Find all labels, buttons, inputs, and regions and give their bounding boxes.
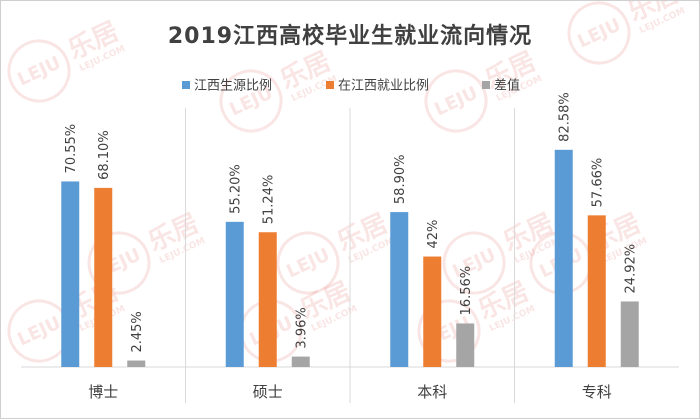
watermark-ring	[442, 231, 506, 295]
bar	[620, 301, 639, 367]
bar	[225, 221, 244, 367]
data-label: 57.66%	[591, 158, 606, 208]
data-label: 16.56%	[459, 266, 474, 316]
bar	[127, 360, 146, 367]
bar	[423, 256, 442, 367]
data-label: 68.10%	[97, 130, 112, 180]
bar	[291, 356, 310, 367]
data-label: 3.96%	[295, 307, 310, 348]
watermark-logo-text: LEJU	[14, 52, 64, 90]
category-label: 专科	[582, 383, 612, 401]
category-separators	[185, 108, 515, 403]
watermark-logo-text: LEJU	[574, 14, 624, 52]
watermark-ring	[239, 299, 303, 363]
bar	[258, 232, 277, 367]
legend-label: 差值	[494, 78, 520, 94]
legend-item: 江西生源比例	[182, 79, 272, 94]
data-label: 51.24%	[262, 175, 277, 225]
watermark-logo-text: LEJU	[431, 82, 481, 120]
data-label: 42%	[426, 220, 441, 249]
watermark-logo-text: LEJU	[14, 312, 64, 350]
bar	[554, 149, 573, 367]
bar	[456, 323, 475, 367]
legend-swatch	[482, 81, 490, 89]
chart-legend: 江西生源比例 在江西就业比例 差值	[182, 78, 520, 94]
chart-title: 2019江西高校毕业生就业流向情况	[168, 23, 532, 49]
category-label: 硕士	[253, 383, 283, 401]
data-label: 2.45%	[130, 311, 145, 352]
category-label: 本科	[417, 383, 447, 401]
bars-layer	[61, 149, 639, 367]
watermark-logo-text: LEJU	[283, 244, 333, 282]
legend-item: 差值	[482, 78, 520, 94]
data-labels-layer: 70.55% 68.10% 2.45% 55.20% 51.24% 3.96% 58.90%…	[64, 92, 639, 352]
watermark-ring	[7, 39, 71, 103]
legend-swatch	[326, 81, 334, 89]
data-label: 70.55%	[64, 124, 79, 174]
watermark-ring	[219, 69, 283, 133]
watermark-ring	[567, 1, 631, 65]
bar	[587, 215, 606, 367]
category-labels-layer: 博士 硕士 本科 专科	[88, 383, 612, 401]
legend-label: 江西生源比例	[194, 79, 272, 94]
legend-label: 在江西就业比例	[338, 79, 429, 94]
legend-swatch	[182, 81, 190, 89]
bar	[61, 181, 80, 367]
data-label: 82.58%	[558, 92, 573, 142]
data-label: 55.20%	[229, 164, 244, 214]
watermark-ring	[276, 231, 340, 295]
legend-item: 在江西就业比例	[326, 79, 429, 94]
data-label: 58.90%	[393, 155, 408, 205]
category-label: 博士	[88, 383, 118, 401]
data-label: 24.92%	[624, 244, 639, 294]
bar	[390, 212, 409, 367]
bar	[94, 187, 113, 367]
